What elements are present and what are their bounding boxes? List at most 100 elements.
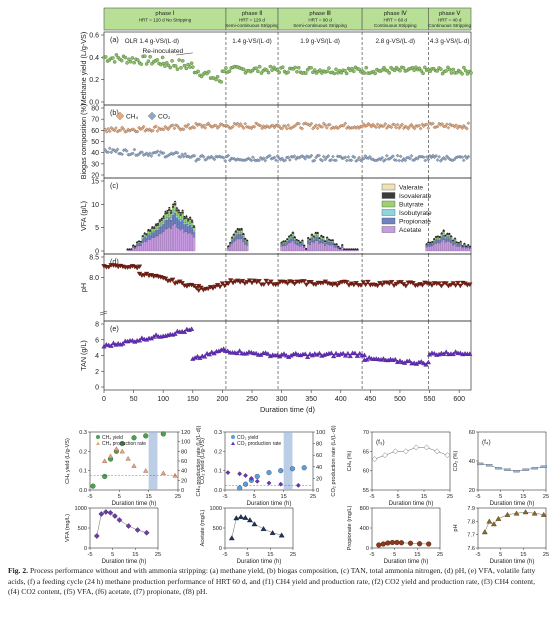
data-point [108, 129, 112, 133]
rate-point [254, 478, 260, 484]
ytick-label: 0.0 [89, 100, 99, 107]
vfa-total-point [189, 216, 192, 219]
yield-point [301, 465, 307, 471]
vfa-total-point [288, 235, 291, 238]
vfa-total-point [330, 239, 332, 242]
data-point [139, 335, 145, 340]
legend-marker [147, 111, 157, 121]
data-point [121, 127, 126, 131]
vfa-total-point [309, 238, 312, 241]
data-point [163, 64, 167, 68]
data-point [204, 157, 209, 161]
data-point [315, 126, 320, 131]
data-point [454, 123, 458, 127]
xlabel: Duration time (h) [102, 559, 147, 565]
vfa-total-point [299, 241, 302, 244]
data-point [392, 448, 399, 455]
vfa-total-point [348, 248, 351, 251]
data-point [439, 67, 443, 71]
panel-f3: 55 60 65 70 -5 5 15 25 Duration time (h) CH₄ (%) (… [347, 430, 453, 507]
data-point [352, 125, 357, 129]
vfa-total-point [435, 235, 437, 238]
yield-point [160, 431, 166, 437]
ytick-label: 800 [360, 506, 369, 512]
data-point [455, 280, 461, 286]
data-point [435, 69, 440, 73]
data-point [249, 158, 254, 163]
vfa-total-point [138, 240, 140, 243]
data-point [463, 154, 468, 159]
data-point [346, 283, 352, 288]
legend-swatch [381, 200, 396, 208]
data-point [248, 125, 252, 130]
data-point [154, 124, 158, 129]
vfa-total-point [425, 243, 428, 245]
data-point [261, 282, 267, 287]
data-point [443, 349, 449, 354]
data-point [385, 540, 391, 546]
ytick-label: 400 [360, 526, 369, 532]
data-point [445, 122, 449, 127]
ytick-label: 20 [91, 173, 99, 180]
data-point [139, 62, 144, 66]
data-point [389, 280, 395, 285]
xtick-label: 25 [437, 552, 443, 558]
data-point [327, 66, 331, 70]
data-point [462, 65, 466, 70]
data-point [540, 465, 547, 468]
xtick-label: 25 [155, 552, 161, 558]
legend-marker [231, 441, 235, 445]
phase-sub2: Semi-continuous Stripping [293, 23, 347, 28]
data-point [417, 66, 422, 71]
ylabel: CH₄ (%) [347, 451, 353, 472]
data-point [119, 58, 124, 63]
data-point [111, 56, 115, 60]
ytick-label: 7.6 [467, 546, 475, 552]
vfa-total-point [431, 241, 434, 243]
data-point [196, 69, 200, 74]
data-point [486, 518, 493, 524]
data-point [221, 155, 226, 160]
data-point [300, 126, 304, 131]
ytick-label: 0 [95, 249, 99, 256]
phase-label: phase Ⅴ [439, 11, 461, 17]
xtick-label: 15 [281, 494, 287, 500]
ytick-label: 8 [95, 322, 99, 329]
vfa-total-point [155, 223, 157, 226]
yield-point [278, 468, 284, 474]
data-point [352, 69, 356, 74]
annotation-olr-3: 1.9 g-VS/(L·d) [300, 38, 340, 45]
ytick-label: 0 [366, 546, 369, 552]
ytick-label: 7.8 [467, 519, 475, 525]
vfa-bar [322, 237, 325, 240]
legend-label: Butyrate [399, 202, 424, 209]
xlabel: Duration time (h) [237, 559, 282, 565]
data-point [373, 71, 377, 76]
data-point [435, 124, 440, 129]
data-point [168, 65, 173, 70]
annotation-olr-4: 2.8 g-VS/(L·d) [375, 38, 415, 45]
vfa-bar [192, 237, 196, 252]
vfa-bar [453, 240, 457, 242]
data-point [410, 281, 416, 286]
data-point [194, 353, 201, 359]
data-point [302, 351, 308, 356]
data-point [328, 122, 332, 127]
data-point [203, 126, 207, 130]
data-point [309, 121, 314, 126]
data-point [286, 155, 291, 160]
xtick-label: 25 [447, 494, 453, 500]
data-point [383, 122, 388, 126]
data-point [106, 265, 112, 270]
data-point [307, 351, 313, 356]
ytick-right-label: 20 [181, 478, 187, 484]
data-point [345, 158, 349, 163]
data-point [277, 124, 281, 128]
data-point [304, 71, 308, 75]
data-point [443, 157, 448, 161]
vfa-total-point [326, 236, 329, 239]
vfa-total-point [290, 234, 292, 236]
data-point [170, 59, 174, 63]
vfa-total-point [322, 235, 325, 238]
data-point [149, 154, 154, 158]
